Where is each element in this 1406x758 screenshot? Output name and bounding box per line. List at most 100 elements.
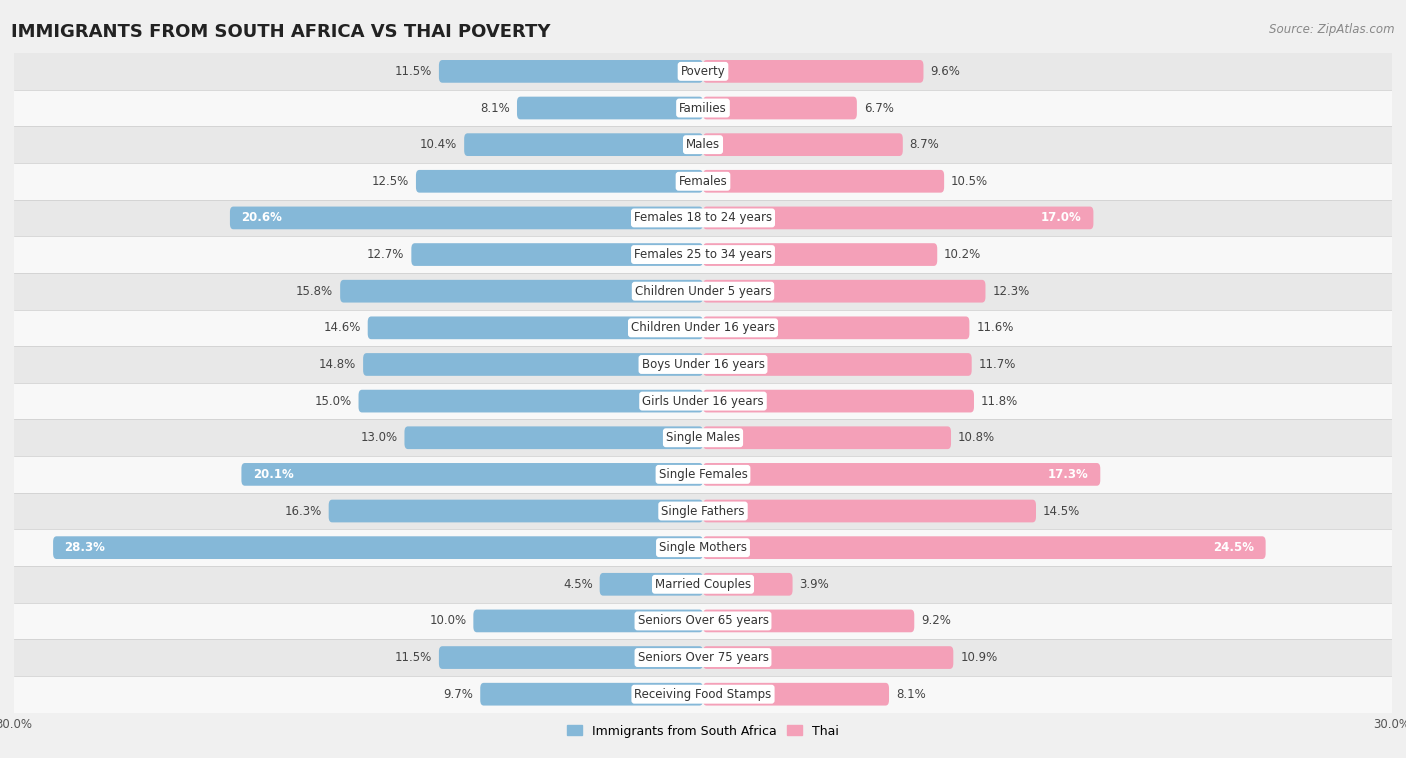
Text: 12.7%: 12.7% <box>367 248 405 261</box>
Bar <box>14 309 1392 346</box>
Bar <box>14 89 1392 127</box>
FancyBboxPatch shape <box>359 390 703 412</box>
Bar <box>14 676 1392 713</box>
FancyBboxPatch shape <box>416 170 703 193</box>
Text: Females 25 to 34 years: Females 25 to 34 years <box>634 248 772 261</box>
Text: 11.6%: 11.6% <box>976 321 1014 334</box>
Legend: Immigrants from South Africa, Thai: Immigrants from South Africa, Thai <box>562 719 844 743</box>
FancyBboxPatch shape <box>703 60 924 83</box>
Bar <box>14 346 1392 383</box>
Text: 10.2%: 10.2% <box>945 248 981 261</box>
Bar <box>14 493 1392 529</box>
Bar <box>14 566 1392 603</box>
Text: 3.9%: 3.9% <box>800 578 830 590</box>
FancyBboxPatch shape <box>703 243 938 266</box>
FancyBboxPatch shape <box>329 500 703 522</box>
Text: 15.8%: 15.8% <box>297 285 333 298</box>
Text: 9.6%: 9.6% <box>931 65 960 78</box>
Text: 14.5%: 14.5% <box>1043 505 1080 518</box>
FancyBboxPatch shape <box>703 133 903 156</box>
Bar <box>14 639 1392 676</box>
FancyBboxPatch shape <box>412 243 703 266</box>
Text: 9.2%: 9.2% <box>921 615 950 628</box>
Text: 20.1%: 20.1% <box>253 468 294 481</box>
Text: 12.5%: 12.5% <box>371 175 409 188</box>
Text: 14.8%: 14.8% <box>319 358 356 371</box>
FancyBboxPatch shape <box>231 207 703 229</box>
FancyBboxPatch shape <box>703 427 950 449</box>
Text: 24.5%: 24.5% <box>1213 541 1254 554</box>
Text: 12.3%: 12.3% <box>993 285 1029 298</box>
Text: Seniors Over 65 years: Seniors Over 65 years <box>637 615 769 628</box>
Text: Single Males: Single Males <box>666 431 740 444</box>
FancyBboxPatch shape <box>703 537 1265 559</box>
Text: 17.3%: 17.3% <box>1047 468 1088 481</box>
Text: 4.5%: 4.5% <box>562 578 593 590</box>
Text: 8.1%: 8.1% <box>481 102 510 114</box>
Text: Single Females: Single Females <box>658 468 748 481</box>
Text: 20.6%: 20.6% <box>242 211 283 224</box>
FancyBboxPatch shape <box>474 609 703 632</box>
Bar <box>14 53 1392 89</box>
Bar <box>14 236 1392 273</box>
Text: Females 18 to 24 years: Females 18 to 24 years <box>634 211 772 224</box>
FancyBboxPatch shape <box>340 280 703 302</box>
FancyBboxPatch shape <box>481 683 703 706</box>
FancyBboxPatch shape <box>703 207 1094 229</box>
Text: 16.3%: 16.3% <box>284 505 322 518</box>
FancyBboxPatch shape <box>405 427 703 449</box>
FancyBboxPatch shape <box>703 500 1036 522</box>
Text: 11.5%: 11.5% <box>395 651 432 664</box>
Text: 10.9%: 10.9% <box>960 651 997 664</box>
Text: Females: Females <box>679 175 727 188</box>
Bar <box>14 419 1392 456</box>
FancyBboxPatch shape <box>703 683 889 706</box>
Text: 8.7%: 8.7% <box>910 138 939 151</box>
Text: Single Mothers: Single Mothers <box>659 541 747 554</box>
Text: Males: Males <box>686 138 720 151</box>
Text: Receiving Food Stamps: Receiving Food Stamps <box>634 688 772 700</box>
Text: 8.1%: 8.1% <box>896 688 925 700</box>
Text: 9.7%: 9.7% <box>443 688 474 700</box>
Text: Girls Under 16 years: Girls Under 16 years <box>643 395 763 408</box>
Text: Boys Under 16 years: Boys Under 16 years <box>641 358 765 371</box>
FancyBboxPatch shape <box>53 537 703 559</box>
Text: 6.7%: 6.7% <box>863 102 894 114</box>
Bar <box>14 127 1392 163</box>
Text: 11.5%: 11.5% <box>395 65 432 78</box>
FancyBboxPatch shape <box>368 317 703 339</box>
Text: Source: ZipAtlas.com: Source: ZipAtlas.com <box>1270 23 1395 36</box>
Text: 13.0%: 13.0% <box>360 431 398 444</box>
FancyBboxPatch shape <box>703 609 914 632</box>
FancyBboxPatch shape <box>517 97 703 119</box>
Bar <box>14 273 1392 309</box>
FancyBboxPatch shape <box>439 647 703 669</box>
Text: Single Fathers: Single Fathers <box>661 505 745 518</box>
Bar <box>14 603 1392 639</box>
FancyBboxPatch shape <box>439 60 703 83</box>
FancyBboxPatch shape <box>703 390 974 412</box>
FancyBboxPatch shape <box>242 463 703 486</box>
FancyBboxPatch shape <box>363 353 703 376</box>
Text: 28.3%: 28.3% <box>65 541 105 554</box>
Text: 10.4%: 10.4% <box>420 138 457 151</box>
Bar <box>14 456 1392 493</box>
Bar <box>14 529 1392 566</box>
FancyBboxPatch shape <box>703 170 945 193</box>
Text: 15.0%: 15.0% <box>315 395 352 408</box>
Text: 10.0%: 10.0% <box>429 615 467 628</box>
Text: Children Under 5 years: Children Under 5 years <box>634 285 772 298</box>
FancyBboxPatch shape <box>703 463 1101 486</box>
FancyBboxPatch shape <box>703 280 986 302</box>
Text: 10.5%: 10.5% <box>950 175 988 188</box>
FancyBboxPatch shape <box>464 133 703 156</box>
Text: 10.8%: 10.8% <box>957 431 995 444</box>
Bar <box>14 163 1392 199</box>
Text: Families: Families <box>679 102 727 114</box>
FancyBboxPatch shape <box>703 317 969 339</box>
Text: 14.6%: 14.6% <box>323 321 361 334</box>
Text: 17.0%: 17.0% <box>1042 211 1083 224</box>
Text: Married Couples: Married Couples <box>655 578 751 590</box>
Text: 11.7%: 11.7% <box>979 358 1017 371</box>
FancyBboxPatch shape <box>703 647 953 669</box>
